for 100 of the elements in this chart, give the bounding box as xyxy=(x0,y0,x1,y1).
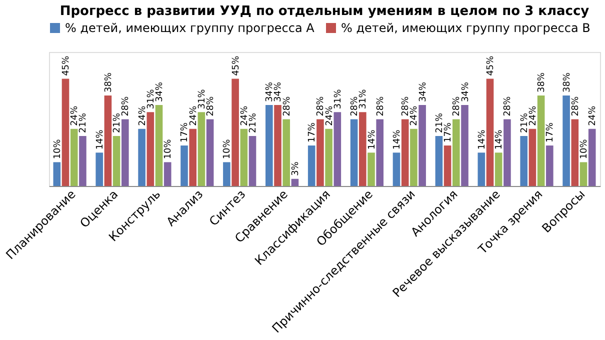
bar xyxy=(461,105,468,186)
bar xyxy=(53,162,61,186)
bar xyxy=(494,152,502,186)
data-label: 28% xyxy=(206,96,216,116)
bar xyxy=(537,95,545,186)
data-label: 45% xyxy=(62,55,72,76)
data-label: 45% xyxy=(231,55,242,76)
bar xyxy=(571,119,579,186)
data-label: 38% xyxy=(537,72,548,92)
data-label: 38% xyxy=(562,72,572,92)
data-label: 45% xyxy=(486,55,496,76)
data-label: 24% xyxy=(188,105,199,126)
data-label: 14% xyxy=(367,129,378,150)
data-label: 10% xyxy=(222,138,233,160)
bar xyxy=(62,78,70,186)
data-label: 31% xyxy=(333,88,344,110)
bar xyxy=(180,146,188,186)
bar xyxy=(70,128,78,186)
data-label: 24% xyxy=(138,105,148,126)
bar xyxy=(206,119,214,186)
bar xyxy=(401,119,409,186)
bar xyxy=(96,152,104,186)
bar xyxy=(520,136,528,186)
bar xyxy=(104,95,112,186)
data-label: 21% xyxy=(78,112,89,133)
data-label: 34% xyxy=(155,82,165,102)
data-label: 24% xyxy=(324,105,335,126)
bar xyxy=(274,105,282,186)
data-label: 10% xyxy=(164,138,174,160)
bar xyxy=(240,128,248,186)
data-label: 14% xyxy=(494,129,505,150)
bar xyxy=(198,112,206,186)
bar xyxy=(368,152,375,186)
data-label: 24% xyxy=(240,105,250,126)
legend-label: % детей, имеющих группу прогресса В xyxy=(341,21,590,35)
bar xyxy=(588,128,596,186)
legend-label: % детей, имеющих группу прогресса А xyxy=(65,21,316,35)
bar xyxy=(316,119,324,186)
data-label: 21% xyxy=(434,112,445,133)
data-label: 17% xyxy=(308,122,318,142)
data-label: 21% xyxy=(520,112,530,133)
bar xyxy=(155,105,163,186)
data-label: 28% xyxy=(282,96,292,116)
bar xyxy=(418,105,426,186)
data-label: 17% xyxy=(444,122,454,142)
bar xyxy=(146,112,154,186)
bar xyxy=(138,128,146,186)
chart-title: Прогресс в развитии УУД по отдельным умениям в целом по 3 классу xyxy=(60,4,590,19)
bar xyxy=(334,112,342,186)
bar xyxy=(580,162,588,186)
bar xyxy=(79,136,86,186)
data-label: 34% xyxy=(274,82,284,102)
data-label: 38% xyxy=(104,72,114,92)
data-label: 14% xyxy=(477,129,488,150)
bar xyxy=(435,136,443,186)
bar xyxy=(392,152,400,186)
data-label: 34% xyxy=(460,82,471,102)
data-label: 28% xyxy=(570,96,581,116)
data-label: 31% xyxy=(197,88,208,110)
data-label: 14% xyxy=(95,129,106,150)
bar xyxy=(376,119,384,186)
bar xyxy=(112,136,120,186)
bar xyxy=(291,178,299,186)
data-label: 24% xyxy=(528,105,538,126)
data-label: 31% xyxy=(146,88,156,110)
data-label: 21% xyxy=(248,112,258,133)
data-label: 17% xyxy=(546,122,556,142)
data-label: 28% xyxy=(503,96,514,116)
data-label: 21% xyxy=(112,112,123,133)
bar xyxy=(248,136,256,186)
data-label: 3% xyxy=(290,161,301,176)
bar xyxy=(265,105,273,186)
bar xyxy=(504,119,511,186)
data-label: 28% xyxy=(376,96,386,116)
data-label: 31% xyxy=(358,88,369,110)
data-label: 24% xyxy=(410,105,420,126)
bar xyxy=(282,119,290,186)
bar xyxy=(478,152,486,186)
data-label: 34% xyxy=(418,82,428,102)
bar xyxy=(232,78,239,186)
bar xyxy=(444,146,452,186)
bar xyxy=(546,146,554,186)
bar xyxy=(308,146,316,186)
bar xyxy=(410,128,418,186)
bar xyxy=(350,119,358,186)
data-label: 24% xyxy=(588,105,598,126)
bar xyxy=(358,112,366,186)
data-label: 14% xyxy=(392,129,402,150)
bar xyxy=(164,162,172,186)
data-label: 28% xyxy=(316,96,326,116)
bar xyxy=(223,162,230,186)
data-label: 10% xyxy=(52,138,63,160)
bar xyxy=(325,128,332,186)
bar xyxy=(562,95,570,186)
bar xyxy=(528,128,536,186)
data-label: 28% xyxy=(452,96,462,116)
data-label: 28% xyxy=(121,96,132,116)
data-label: 17% xyxy=(180,122,190,142)
bar xyxy=(452,119,460,186)
bar xyxy=(189,128,197,186)
